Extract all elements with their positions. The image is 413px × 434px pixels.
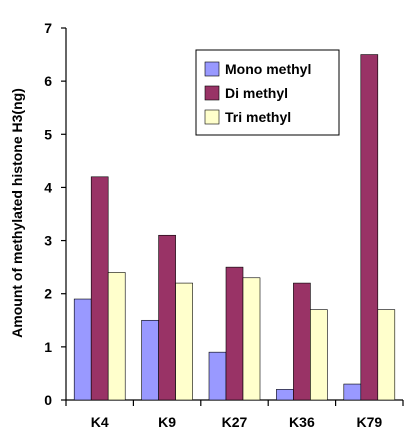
x-tick-label: K36 xyxy=(289,414,315,430)
bar-k27-mono-methyl xyxy=(208,351,227,401)
y-tick-label: 4 xyxy=(44,179,52,195)
y-tick-label: 7 xyxy=(44,20,52,36)
bar-k9-di-methyl xyxy=(158,234,176,401)
bar-k79-di-methyl xyxy=(360,54,379,401)
legend-label: Mono methyl xyxy=(225,61,311,77)
legend-label: Tri methyl xyxy=(225,109,291,125)
bar-k27-tri-methyl xyxy=(242,277,261,401)
bar-k36-tri-methyl xyxy=(310,309,328,401)
bar-k4-tri-methyl xyxy=(107,272,126,401)
x-tick-label: K9 xyxy=(158,414,176,430)
y-axis-label-group: Amount of methylated histone H3(ng) xyxy=(9,88,25,338)
legend: Mono methyl Di methyl Tri methyl xyxy=(195,49,340,136)
legend-swatch xyxy=(204,85,220,101)
y-tick-label: 1 xyxy=(44,339,52,355)
bar-k9-tri-methyl xyxy=(175,282,193,401)
bar-k27-di-methyl xyxy=(225,266,244,401)
bar-k36-di-methyl xyxy=(293,282,311,401)
x-tick-label: K79 xyxy=(356,414,382,430)
bar-k79-mono-methyl xyxy=(343,383,362,401)
x-tick-label: K27 xyxy=(222,414,248,430)
bar-k79-tri-methyl xyxy=(377,309,396,401)
legend-swatch xyxy=(204,109,220,125)
y-tick-label: 3 xyxy=(44,233,52,249)
bar-k9-mono-methyl xyxy=(141,319,159,401)
bar-k36-mono-methyl xyxy=(276,389,294,401)
bars xyxy=(73,54,396,401)
y-tick-label: 0 xyxy=(44,392,52,408)
x-tick-label: K4 xyxy=(91,414,109,430)
legend-label: Di methyl xyxy=(225,85,288,101)
legend-swatch xyxy=(204,61,220,77)
bar-k4-mono-methyl xyxy=(73,298,92,401)
y-axis-label: Amount of methylated histone H3(ng) xyxy=(9,88,25,338)
bar-k4-di-methyl xyxy=(90,176,109,401)
y-tick-label: 5 xyxy=(44,126,52,142)
ticks: 0 1 2 3 4 5 6 7 K4 K9 K27 K36 K79 xyxy=(44,20,404,430)
y-tick-label: 2 xyxy=(44,286,52,302)
y-tick-label: 6 xyxy=(44,73,52,89)
legend-box xyxy=(195,49,340,136)
